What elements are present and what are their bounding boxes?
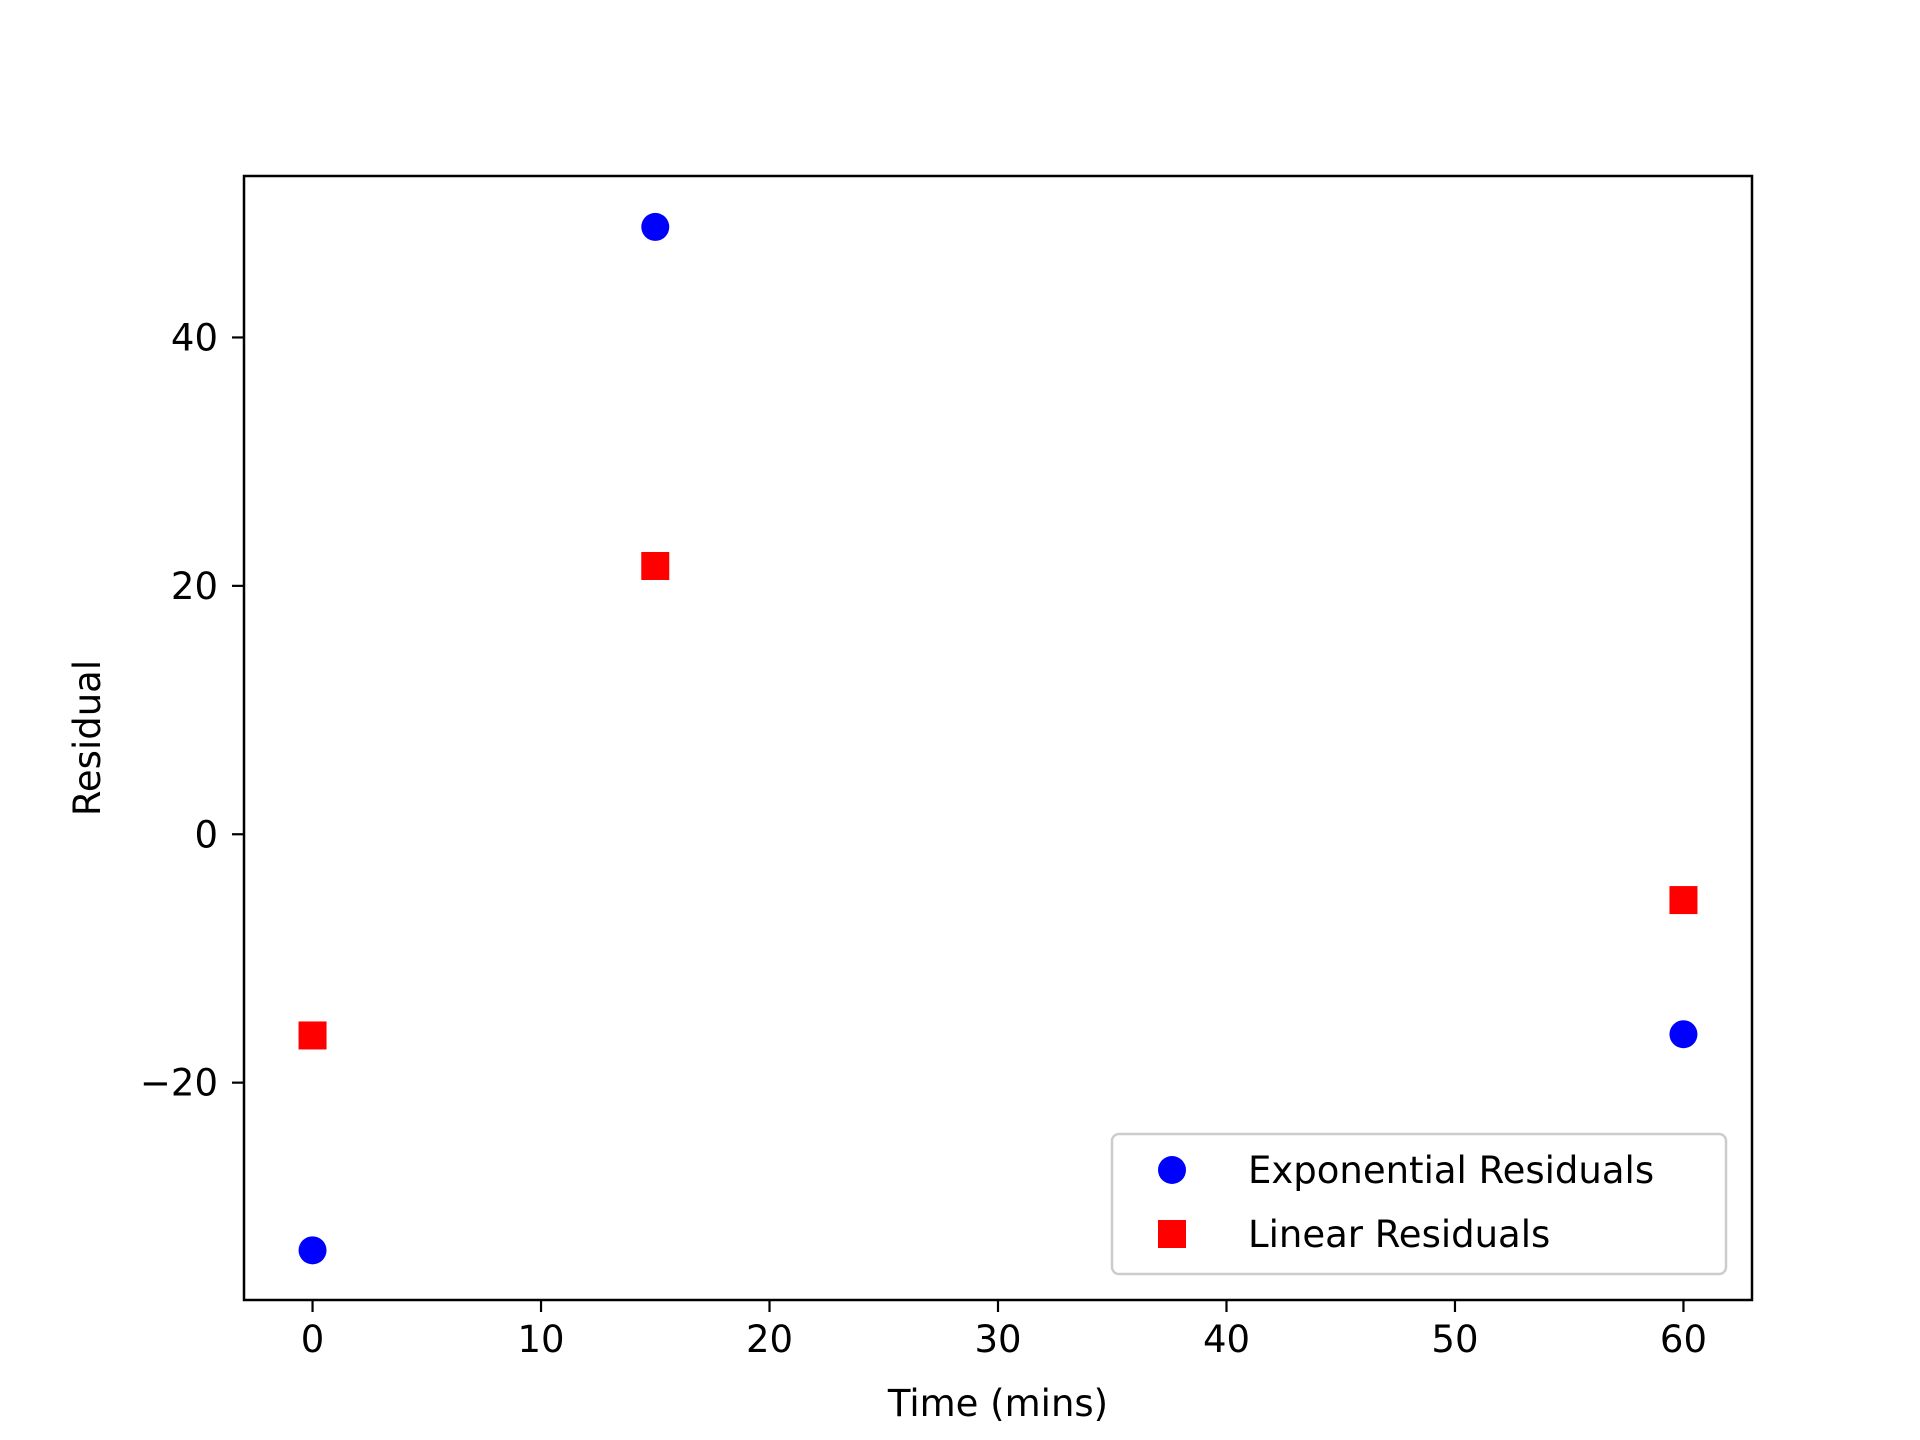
plot-frame	[242, 174, 1754, 1302]
x-tick-label: 40	[1203, 1318, 1250, 1361]
y-tick-label: 0	[194, 813, 218, 856]
x-tick-label: 0	[301, 1318, 325, 1361]
legend: Exponential Residuals Linear Residuals	[1110, 1132, 1728, 1276]
legend-square-icon	[1158, 1220, 1186, 1248]
linear-residual-point	[298, 1021, 327, 1050]
exponential-residual-point	[298, 1236, 327, 1265]
x-tick-label: 10	[517, 1318, 564, 1361]
legend-entry-label: Linear Residuals	[1248, 1213, 1550, 1256]
y-tick-label: 40	[171, 316, 218, 359]
x-tick-label: 20	[746, 1318, 793, 1361]
y-axis-label: Residual	[66, 660, 109, 816]
legend-entry-label: Exponential Residuals	[1248, 1149, 1654, 1192]
exponential-residual-point	[641, 212, 670, 241]
legend-circle-icon	[1158, 1156, 1186, 1184]
exponential-residual-point	[1669, 1020, 1698, 1049]
y-axis: −20 0 20 40	[140, 316, 244, 1105]
y-tick-label: 20	[171, 565, 218, 608]
x-tick-label: 50	[1431, 1318, 1478, 1361]
y-tick-label: −20	[140, 1062, 218, 1105]
marks-layer	[298, 212, 1698, 1265]
legend-box	[1110, 1132, 1728, 1276]
linear-residual-point	[1669, 886, 1698, 915]
x-axis: 0 10 20 30 40 50 60	[301, 1300, 1707, 1361]
x-tick-label: 60	[1660, 1318, 1707, 1361]
linear-residual-point	[641, 551, 670, 580]
x-tick-label: 30	[974, 1318, 1021, 1361]
x-axis-label: Time (mins)	[887, 1382, 1108, 1425]
